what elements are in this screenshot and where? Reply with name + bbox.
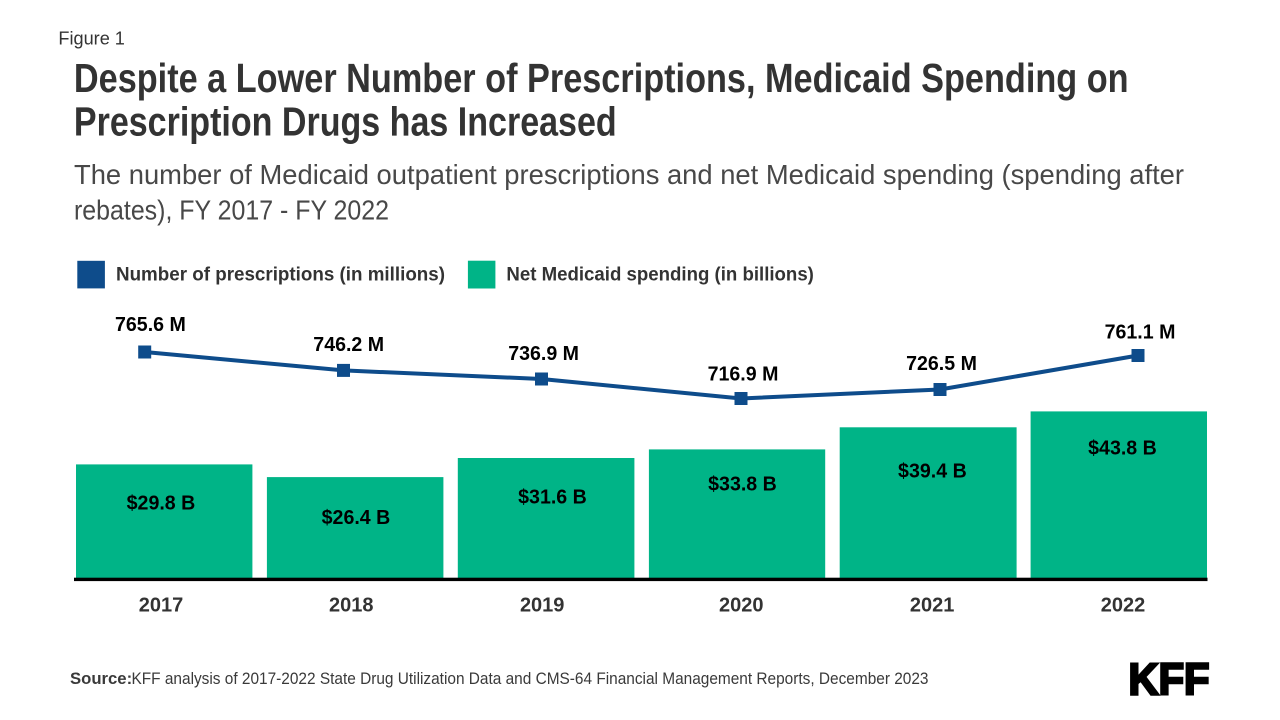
svg-text:2020: 2020 bbox=[719, 595, 764, 617]
svg-text:$29.8 B: $29.8 B bbox=[127, 493, 196, 515]
svg-text:746.2 M: 746.2 M bbox=[313, 334, 384, 356]
svg-text:2021: 2021 bbox=[910, 595, 955, 617]
svg-text:Despite a Lower Number of Pres: Despite a Lower Number of Prescriptions,… bbox=[74, 55, 1129, 101]
svg-text:rebates), FY 2017 - FY 2022: rebates), FY 2017 - FY 2022 bbox=[74, 194, 389, 225]
svg-text:The number of Medicaid outpati: The number of Medicaid outpatient prescr… bbox=[74, 159, 1184, 190]
svg-text:716.9 M: 716.9 M bbox=[708, 364, 779, 386]
svg-text:736.9 M: 736.9 M bbox=[508, 343, 579, 365]
svg-text:2022: 2022 bbox=[1101, 595, 1146, 617]
svg-text:$43.8 B: $43.8 B bbox=[1088, 437, 1157, 459]
svg-text:Figure 1: Figure 1 bbox=[58, 27, 125, 48]
svg-text:765.6 M: 765.6 M bbox=[115, 314, 186, 336]
svg-text:2019: 2019 bbox=[520, 595, 565, 617]
svg-text:2017: 2017 bbox=[139, 595, 184, 617]
svg-text:Source:: Source: bbox=[70, 669, 132, 688]
svg-text:2018: 2018 bbox=[329, 595, 374, 617]
svg-text:Prescription Drugs has Increas: Prescription Drugs has Increased bbox=[74, 98, 617, 144]
svg-text:KFF: KFF bbox=[1129, 654, 1210, 705]
svg-text:$31.6 B: $31.6 B bbox=[518, 486, 587, 508]
svg-text:$33.8 B: $33.8 B bbox=[708, 473, 777, 495]
svg-text:726.5 M: 726.5 M bbox=[906, 353, 977, 375]
svg-text:Net Medicaid spending (in bill: Net Medicaid spending (in billions) bbox=[506, 265, 814, 286]
svg-text:KFF analysis of 2017-2022 Stat: KFF analysis of 2017-2022 State Drug Uti… bbox=[132, 669, 929, 688]
svg-text:$26.4 B: $26.4 B bbox=[322, 507, 391, 529]
svg-text:$39.4 B: $39.4 B bbox=[898, 461, 967, 483]
svg-text:761.1 M: 761.1 M bbox=[1105, 322, 1176, 344]
svg-text:Number of prescriptions (in mi: Number of prescriptions (in millions) bbox=[116, 265, 445, 286]
